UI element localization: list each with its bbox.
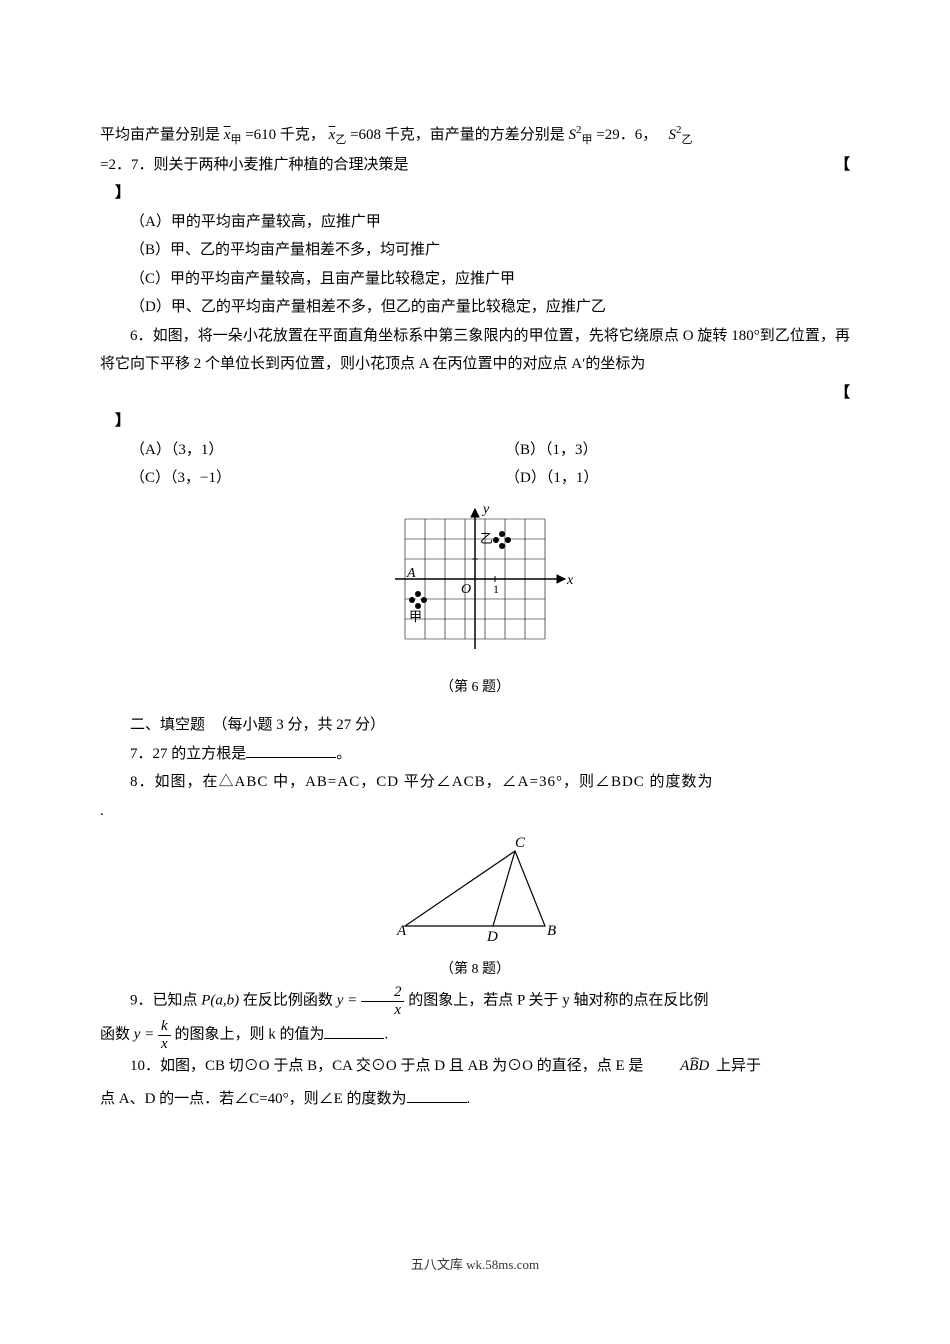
s2-jia: S2甲	[569, 127, 593, 143]
q7-blank	[246, 742, 336, 758]
q8-caption: （第 8 题）	[100, 957, 850, 984]
q9-mid1: 在反比例函数	[239, 993, 337, 1009]
q6-figure: y x O A 甲 乙 1	[365, 499, 585, 669]
q8-C: C	[515, 835, 526, 851]
q7-line: 7．27 的立方根是 。	[100, 740, 850, 769]
q5-optC: （C）甲的平均亩产量较高，且亩产量比较稳定，应推广甲	[100, 265, 850, 294]
q9-frac2: kx	[158, 1018, 171, 1052]
q10-stem-a: 10．如图，CB 切⊙O 于点 B，CA 交⊙O 于点 D 且 AB 为⊙O 的…	[130, 1058, 643, 1074]
q5-optD: （D）甲、乙的平均亩产量相差不多，但乙的亩产量比较稳定，应推广乙	[100, 293, 850, 322]
q9-yeq2: y =	[134, 1027, 155, 1043]
q9-blank	[324, 1023, 384, 1039]
q6-row2: （C）（3，−1） （D）（1，1）	[100, 464, 850, 493]
q9-yeq1: y =	[337, 993, 358, 1009]
q6-row1: （A）（3，1） （B）（1，3）	[100, 436, 850, 465]
q6-bracket-row: 【	[100, 379, 850, 408]
q10-tail: .	[467, 1091, 471, 1107]
yi-label: 乙	[480, 531, 493, 546]
q10-blank	[407, 1087, 467, 1103]
q8-D: D	[486, 929, 498, 945]
q6-optD: （D）（1，1）	[475, 464, 850, 493]
s2-yi: S2乙	[669, 127, 693, 143]
q8-B: B	[547, 923, 556, 939]
q9-P: P(a,b)	[201, 993, 239, 1009]
q5-eq2: =608 千克，亩产量的方差分别是	[350, 127, 565, 143]
q5-line1: 平均亩产量分别是 x甲 =610 千克， x乙 =608 千克，亩产量的方差分别…	[100, 120, 850, 151]
y-axis-label: y	[481, 502, 490, 517]
q5-eq1: =610 千克，	[245, 127, 325, 143]
q6-bracket-open: 【	[835, 379, 850, 408]
q9-frac1: 2x	[361, 984, 405, 1018]
q6-optA: （A）（3，1）	[100, 436, 475, 465]
q9-tail: .	[384, 1027, 388, 1043]
q5-optB: （B）甲、乙的平均亩产量相差不多，均可推广	[100, 236, 850, 265]
q8-line: 8．如图，在△ABC 中，AB=AC，CD 平分∠ACB，∠A=36°，则∠BD…	[100, 768, 850, 797]
q6-bracket-close: 】	[100, 407, 850, 436]
q9-line2a: 函数	[100, 1027, 134, 1043]
q5-optA: （A）甲的平均亩产量较高，应推广甲	[100, 208, 850, 237]
x-axis-label: x	[566, 573, 574, 588]
q6-stem: 6．如图，将一朵小花放置在平面直角坐标系中第三象限内的甲位置，先将它绕原点 O …	[100, 322, 850, 379]
q8-A: A	[396, 923, 407, 939]
q10-line2-text: 点 A、D 的一点．若∠C=40°，则∠E 的度数为	[100, 1091, 407, 1107]
flower-yi-icon	[493, 531, 511, 549]
q9-frac2-num: k	[158, 1018, 171, 1036]
q8-tail-line: .	[100, 797, 850, 826]
svg-text:1: 1	[493, 582, 499, 596]
page-footer: 五八文库 wk.58ms.com	[100, 1253, 850, 1278]
origin-label: O	[461, 582, 471, 597]
q10-line2: 点 A、D 的一点．若∠C=40°，则∠E 的度数为.	[100, 1085, 850, 1114]
xbar-yi: x乙	[329, 127, 347, 143]
q5-intro: 平均亩产量分别是	[100, 127, 220, 143]
q7-tail: 。	[336, 746, 351, 762]
q10-stem-b: 上异于	[716, 1058, 761, 1074]
q9-frac2-den: x	[158, 1036, 171, 1053]
point-A-label: A	[406, 566, 416, 581]
q10-line1: 10．如图，CB 切⊙O 于点 B，CA 交⊙O 于点 D 且 AB 为⊙O 的…	[100, 1052, 850, 1081]
q5-bracket-close: 】	[100, 179, 850, 208]
arc-ABD: ⌢ ABD	[650, 1052, 709, 1081]
q8-tail: .	[100, 803, 104, 819]
q9-frac1-num: 2	[361, 984, 405, 1002]
q5-eq3: =29．6，	[596, 127, 664, 143]
q9-line2: 函数 y = kx 的图象上，则 k 的值为.	[100, 1018, 850, 1052]
q5-line2-wrap: =2．7．则关于两种小麦推广种植的合理决策是 【	[100, 151, 850, 180]
xbar-jia: x甲	[224, 127, 242, 143]
q9-mid2: 的图象上，若点 P 关于 y 轴对称的点在反比例	[408, 993, 708, 1009]
q9-line1: 9．已知点 P(a,b) 在反比例函数 y = 2x 的图象上，若点 P 关于 …	[100, 984, 850, 1018]
section2-title: 二、填空题 （每小题 3 分，共 27 分）	[100, 711, 850, 740]
q6-caption: （第 6 题）	[100, 675, 850, 702]
q9-line2b: 的图象上，则 k 的值为	[174, 1027, 324, 1043]
q6-optB: （B）（1，3）	[475, 436, 850, 465]
q5-line2: =2．7．则关于两种小麦推广种植的合理决策是	[100, 151, 408, 180]
q9-frac1-den: x	[361, 1002, 405, 1019]
q6-stem-wrap: 6．如图，将一朵小花放置在平面直角坐标系中第三象限内的甲位置，先将它绕原点 O …	[100, 322, 850, 379]
flower-jia-icon	[409, 591, 427, 609]
q5-bracket-open: 【	[835, 151, 850, 180]
q7-text: 7．27 的立方根是	[130, 746, 246, 762]
jia-label: 甲	[409, 609, 422, 624]
q8-figure: A D B C	[375, 831, 575, 951]
q9-pre: 9．已知点	[130, 993, 201, 1009]
q8-stem: 8．如图，在△ABC 中，AB=AC，CD 平分∠ACB，∠A=36°，则∠BD…	[130, 774, 714, 790]
q6-optC: （C）（3，−1）	[100, 464, 475, 493]
